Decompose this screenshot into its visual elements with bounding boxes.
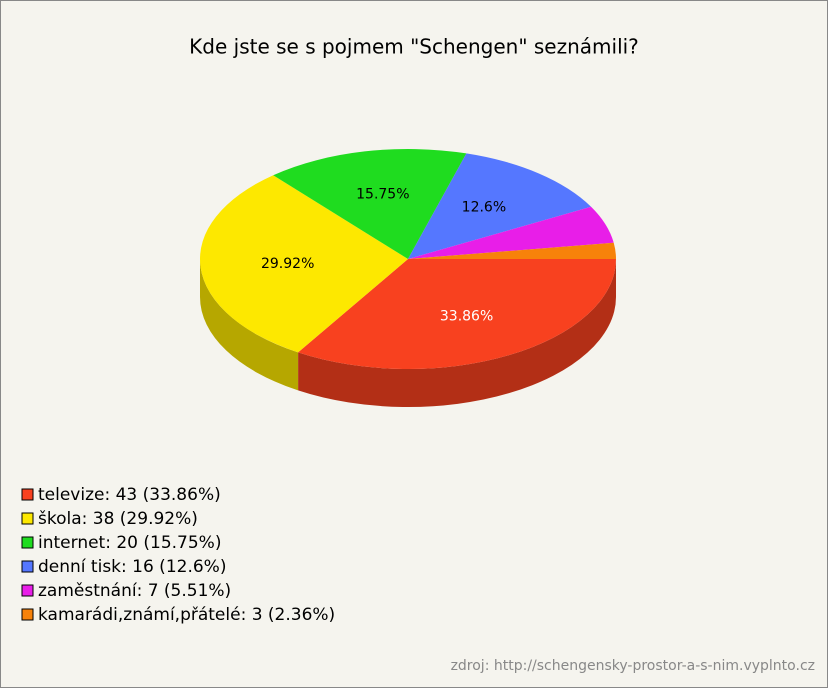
- pie-slice: [273, 149, 467, 259]
- legend-swatch: [21, 560, 34, 573]
- pie-slice: [199, 175, 408, 353]
- legend-label: internet: 20 (15.75%): [38, 533, 221, 553]
- legend-label: televize: 43 (33.86%): [38, 485, 221, 505]
- pie-slice: [408, 242, 616, 259]
- pie-slice: [408, 206, 614, 259]
- pie-slice-side: [200, 259, 299, 391]
- legend-swatch: [21, 536, 34, 549]
- legend-label: denní tisk: 16 (12.6%): [38, 557, 226, 577]
- slice-label: 33.86%: [440, 309, 493, 325]
- pie-slice: [298, 259, 616, 369]
- pie-slice-side: [298, 259, 616, 407]
- legend-swatch: [21, 608, 34, 621]
- slice-label: 15.75%: [356, 186, 409, 202]
- slice-label: 29.92%: [261, 256, 314, 272]
- legend-label: kamarádi,známí,přátelé: 3 (2.36%): [38, 605, 335, 625]
- chart-title: Kde jste se s pojmem "Schengen" seznámil…: [189, 35, 639, 59]
- pie-slice: [408, 153, 592, 259]
- legend-swatch: [21, 488, 34, 501]
- slice-label: 12.6%: [462, 200, 506, 216]
- legend-label: zaměstnání: 7 (5.51%): [38, 581, 231, 601]
- legend-label: škola: 38 (29.92%): [38, 509, 198, 529]
- source-note: zdroj: http://schengensky-prostor-a-s-ni…: [451, 658, 815, 674]
- legend-swatch: [21, 584, 34, 597]
- legend-swatch: [21, 512, 34, 525]
